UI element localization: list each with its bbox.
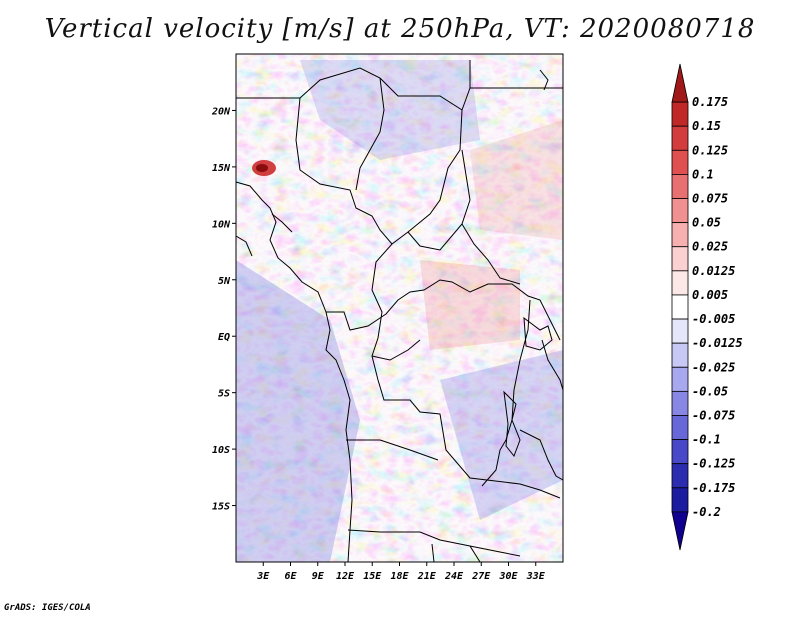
colorbar-label: -0.125 — [692, 457, 735, 471]
colorbar-swatch — [671, 125, 689, 151]
lat-tick-label: 15N — [212, 163, 231, 174]
colorbar-label: 0.05 — [692, 216, 721, 230]
colorbar-swatch — [671, 63, 689, 103]
chart-title: Vertical velocity [m/s] at 250hPa, VT: 2… — [44, 14, 756, 44]
colorbar-swatch — [671, 415, 689, 440]
colorbar-swatch — [671, 511, 689, 551]
lon-tick-label: 30E — [498, 571, 518, 582]
colorbar-label: 0.025 — [692, 240, 728, 254]
lat-tick-label: EQ — [218, 332, 230, 343]
footer-credit: GrADS: IGES/COLA — [4, 603, 91, 613]
colorbar-swatch — [671, 222, 689, 248]
colorbar-swatch — [671, 342, 689, 368]
colorbar-label: 0.075 — [692, 192, 728, 206]
lat-tick-label: 15S — [212, 502, 230, 513]
lat-tick-label: 20N — [211, 106, 231, 117]
colorbar-label: -0.175 — [692, 481, 735, 495]
lat-tick-label: 5N — [218, 276, 231, 287]
colorbar-label: -0.075 — [692, 408, 735, 422]
colorbar-label: 0.175 — [692, 95, 728, 109]
colorbar-swatch — [671, 366, 689, 392]
country-borders — [235, 60, 564, 563]
colorbar-label: -0.05 — [692, 384, 728, 398]
lat-tick-label: 10S — [212, 445, 230, 456]
lon-tick-label: 33E — [526, 571, 546, 582]
colorbar-swatch — [671, 149, 689, 175]
lon-tick-label: 27E — [471, 571, 491, 582]
lon-tick-label: 9E — [312, 571, 325, 582]
lon-tick-label: 15E — [363, 571, 382, 582]
colorbar-label: 0.0125 — [692, 264, 735, 278]
colorbar-swatch — [671, 270, 689, 296]
lon-tick-label: 6E — [284, 571, 297, 582]
colorbar-swatch — [671, 174, 689, 199]
colorbar: 0.175 0.15 0.125 0.1 0.075 0.05 0.025 0.0125 0.0… — [671, 63, 743, 551]
colorbar-swatch — [671, 246, 689, 272]
colorbar-swatch — [671, 487, 689, 513]
colorbar-swatch — [671, 390, 689, 416]
colorbar-label: -0.025 — [692, 360, 735, 374]
lat-tick-label: 10N — [212, 219, 231, 230]
lon-tick-label: 18E — [390, 571, 409, 582]
colorbar-label: 0.005 — [692, 288, 728, 302]
colorbar-label: -0.005 — [692, 312, 735, 326]
lon-tick-label: 21E — [417, 571, 437, 582]
colorbar-swatch — [671, 101, 689, 127]
lon-tick-label: 12E — [336, 571, 355, 582]
colorbar-swatch — [671, 318, 689, 344]
colorbar-label: 0.15 — [692, 119, 721, 133]
map-axes: 20N 15N 10N 5N EQ 5S 10S 15S 3E 6E 9E 12E 15E 18E 21E 2… — [211, 106, 546, 582]
colorbar-label: -0.1 — [692, 433, 721, 447]
lat-tick-label: 5S — [218, 389, 230, 400]
colorbar-label: -0.0125 — [692, 336, 743, 350]
colorbar-swatch — [671, 463, 689, 489]
colorbar-label: 0.1 — [692, 167, 714, 181]
lon-tick-label: 24E — [444, 571, 464, 582]
colorbar-swatch — [671, 439, 689, 465]
velocity-field — [236, 54, 563, 562]
colorbar-label: 0.125 — [692, 143, 728, 157]
colorbar-swatch — [671, 198, 689, 224]
colorbar-label: -0.2 — [692, 505, 721, 519]
colorbar-swatch — [671, 294, 689, 320]
lon-tick-label: 3E — [256, 571, 270, 582]
